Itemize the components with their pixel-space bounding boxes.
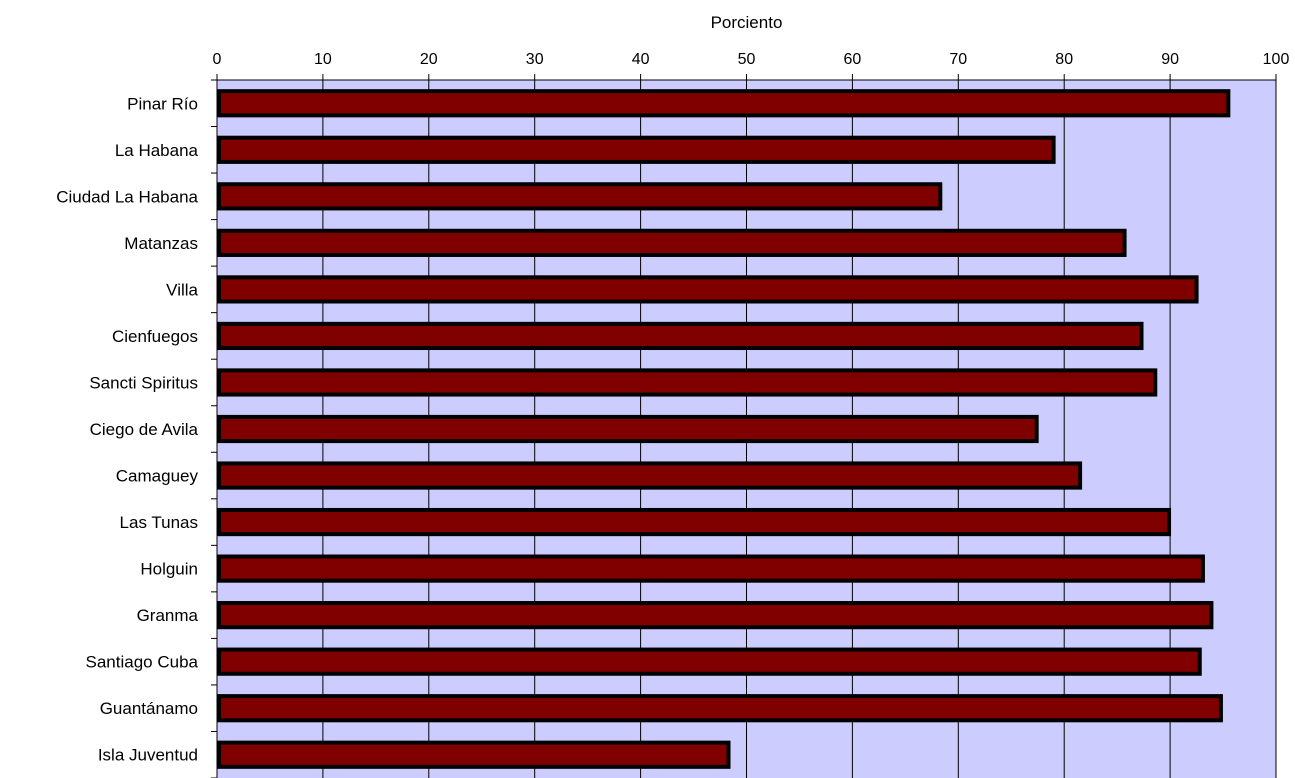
x-tick-label: 40 [632,51,650,68]
category-label: La Habana [115,141,199,160]
bar [217,554,1205,583]
bar [217,228,1127,257]
category-label: Matanzas [124,234,198,253]
x-tick-label: 60 [844,51,862,68]
bars-group [217,89,1231,769]
x-axis-title: Porciento [711,13,783,32]
x-tick-label: 0 [213,51,222,68]
category-label: Granma [137,606,199,625]
category-label: Sancti Spiritus [89,373,198,392]
x-tick-label: 100 [1263,51,1290,68]
bar [217,368,1158,397]
category-label: Ciego de Avila [90,420,199,439]
category-label: Santiago Cuba [86,653,199,672]
bar [217,601,1214,630]
bar [217,414,1039,444]
x-tick-label: 10 [314,51,332,68]
category-label: Ciudad La Habana [56,187,198,206]
bar [217,647,1202,676]
category-label: Pinar Río [127,94,198,113]
category-label: Cienfuegos [112,327,198,346]
x-tick-label: 70 [949,51,967,68]
bar [217,275,1199,304]
bar [217,694,1223,723]
category-label: Isla Juventud [98,746,198,765]
bar [217,135,1056,164]
bar [217,461,1083,490]
bar [217,507,1172,537]
category-label: Camaguey [116,467,199,486]
category-axis: Pinar Río La Habana Ciudad La Habana Matanz… [56,79,218,778]
bar [217,321,1144,351]
x-tick-label: 30 [526,51,544,68]
value-axis: 0 10 20 30 40 50 60 70 80 90 100 [213,51,1290,81]
x-tick-label: 90 [1161,51,1179,68]
bar [217,89,1231,118]
category-label: Holguin [140,560,198,579]
bar [217,182,943,211]
x-tick-label: 50 [738,51,756,68]
x-tick-label: 80 [1055,51,1073,68]
category-label: Villa [166,280,198,299]
bar [217,740,731,769]
x-tick-label: 20 [420,51,438,68]
category-label: Guantánamo [100,699,198,718]
category-label: Las Tunas [120,513,198,532]
